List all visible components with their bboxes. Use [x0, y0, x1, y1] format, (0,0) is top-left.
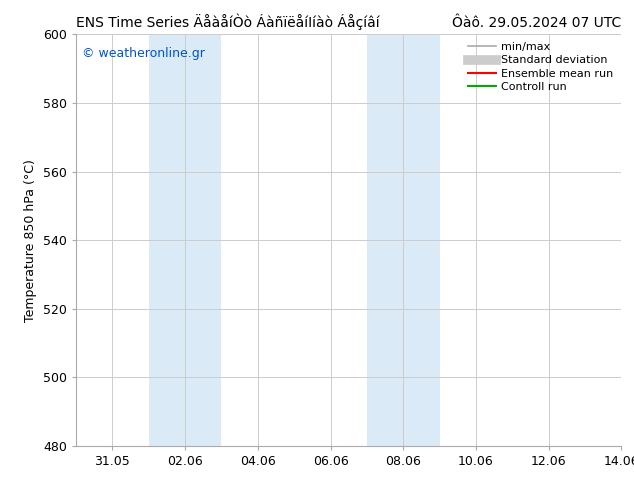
Text: Ôàô. 29.05.2024 07 UTC: Ôàô. 29.05.2024 07 UTC [452, 16, 621, 30]
Text: ENS Time Series ÄåàåíÒò ÁàñïëåíΙíàò Áåçíâí: ENS Time Series ÄåàåíÒò ÁàñïëåíΙíàò Áåçí… [76, 14, 380, 30]
Bar [367, 34, 439, 446]
Legend: min/max, Standard deviation, Ensemble mean run, Controll run: min/max, Standard deviation, Ensemble me… [463, 38, 618, 97]
Text: © weatheronline.gr: © weatheronline.gr [82, 47, 204, 60]
Y-axis label: Temperature 850 hPa (°C): Temperature 850 hPa (°C) [25, 159, 37, 321]
Bar [149, 34, 221, 446]
